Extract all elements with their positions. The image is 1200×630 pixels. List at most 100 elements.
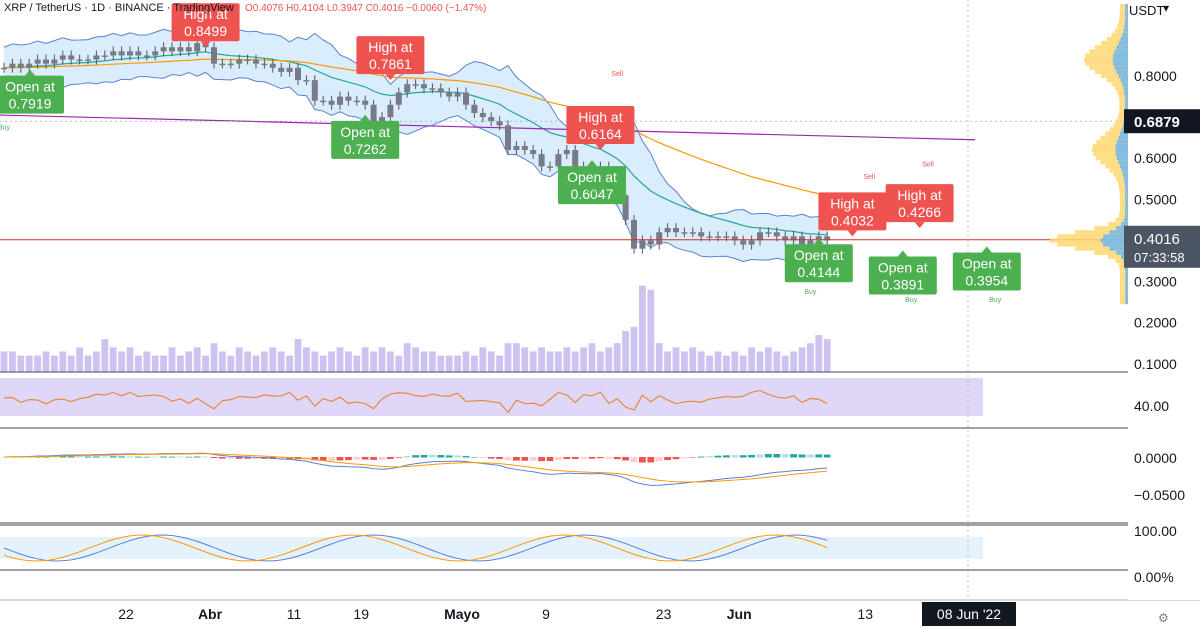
candle[interactable] (471, 104, 478, 113)
volume-bar[interactable] (605, 347, 613, 372)
candle[interactable] (311, 80, 318, 101)
volume-bar[interactable] (571, 351, 579, 372)
volume-bar[interactable] (739, 355, 747, 372)
volume-bar[interactable] (328, 351, 335, 372)
volume-bar[interactable] (563, 347, 571, 372)
volume-bar[interactable] (412, 347, 419, 372)
candle[interactable] (404, 84, 411, 93)
volume-bar[interactable] (227, 355, 235, 372)
candle[interactable] (286, 67, 293, 72)
volume-bar[interactable] (706, 355, 713, 372)
candle[interactable] (244, 59, 251, 62)
candle[interactable] (85, 59, 91, 62)
candle[interactable] (211, 47, 217, 64)
candle[interactable] (673, 228, 679, 233)
candle[interactable] (295, 67, 301, 81)
candle[interactable] (169, 47, 175, 52)
volume-bar[interactable] (67, 355, 75, 372)
volume-bar[interactable] (235, 347, 243, 372)
volume-bar[interactable] (647, 289, 655, 372)
volume-bar[interactable] (798, 347, 806, 372)
volume-bar[interactable] (311, 351, 319, 372)
candle[interactable] (43, 59, 49, 64)
volume-bar[interactable] (538, 347, 545, 372)
volume-bar[interactable] (807, 343, 814, 372)
candle[interactable] (505, 125, 511, 150)
candle[interactable] (538, 154, 545, 167)
candle[interactable] (387, 104, 394, 118)
candle[interactable] (622, 195, 629, 220)
candle[interactable] (454, 92, 461, 97)
volume-bar[interactable] (319, 355, 327, 372)
candle[interactable] (748, 240, 755, 245)
volume-bar[interactable] (731, 351, 739, 372)
candle[interactable] (177, 47, 184, 52)
volume-bar[interactable] (59, 351, 67, 372)
candle[interactable] (740, 240, 747, 245)
volume-bar[interactable] (521, 347, 529, 372)
volume-bar[interactable] (51, 355, 58, 372)
volume-bar[interactable] (135, 355, 142, 372)
volume-bar[interactable] (25, 355, 33, 372)
candle[interactable] (555, 154, 562, 167)
volume-bar[interactable] (193, 347, 201, 372)
candle[interactable] (706, 236, 713, 238)
candle[interactable] (807, 240, 814, 245)
candle[interactable] (118, 51, 125, 56)
candle[interactable] (715, 236, 721, 238)
volume-bar[interactable] (303, 347, 310, 372)
volume-bar[interactable] (353, 355, 361, 372)
candle[interactable] (278, 67, 285, 72)
volume-bar[interactable] (361, 347, 369, 372)
volume-bar[interactable] (185, 351, 193, 372)
candle[interactable] (664, 228, 671, 233)
volume-bar[interactable] (546, 351, 554, 372)
candle[interactable] (110, 51, 117, 56)
candle[interactable] (824, 236, 831, 241)
volume-bar[interactable] (588, 343, 596, 372)
volume-bar[interactable] (160, 355, 167, 372)
candle[interactable] (765, 232, 772, 234)
volume-bar[interactable] (84, 355, 92, 372)
volume-bar[interactable] (622, 330, 629, 372)
volume-bar[interactable] (261, 351, 268, 372)
volume-bar[interactable] (714, 351, 722, 372)
candle[interactable] (127, 51, 133, 56)
candle[interactable] (337, 96, 343, 105)
volume-bar[interactable] (336, 347, 344, 372)
candle[interactable] (429, 88, 436, 90)
candle[interactable] (421, 84, 427, 89)
volume-bar[interactable] (479, 347, 487, 372)
candle[interactable] (379, 117, 385, 122)
volume-bar[interactable] (529, 351, 537, 372)
candle[interactable] (731, 236, 738, 241)
volume-bar[interactable] (597, 351, 604, 372)
volume-bar[interactable] (639, 285, 646, 372)
candle[interactable] (219, 63, 226, 66)
candle[interactable] (463, 92, 469, 105)
volume-bar[interactable] (790, 351, 797, 372)
candle[interactable] (68, 55, 75, 60)
volume-bar[interactable] (655, 343, 663, 372)
volume-bar[interactable] (93, 351, 100, 372)
volume-bar[interactable] (277, 351, 285, 372)
settings-gear-icon[interactable]: ⚙ (1158, 611, 1169, 625)
candle[interactable] (446, 92, 453, 97)
volume-bar[interactable] (9, 351, 16, 372)
volume-bar[interactable] (613, 343, 621, 372)
candle[interactable] (59, 55, 66, 60)
candle[interactable] (572, 150, 579, 167)
volume-bar[interactable] (118, 351, 125, 372)
candle[interactable] (34, 59, 41, 64)
volume-bar[interactable] (823, 339, 831, 372)
candle[interactable] (773, 232, 780, 237)
candle[interactable] (757, 232, 763, 241)
candle[interactable] (143, 55, 150, 57)
currency-dropdown-icon[interactable]: ▾ (1163, 1, 1169, 15)
volume-bar[interactable] (429, 351, 436, 372)
volume-bar[interactable] (445, 355, 453, 372)
volume-bar[interactable] (496, 355, 503, 372)
candle[interactable] (647, 240, 654, 245)
volume-bar[interactable] (219, 351, 226, 372)
volume-bar[interactable] (387, 351, 394, 372)
